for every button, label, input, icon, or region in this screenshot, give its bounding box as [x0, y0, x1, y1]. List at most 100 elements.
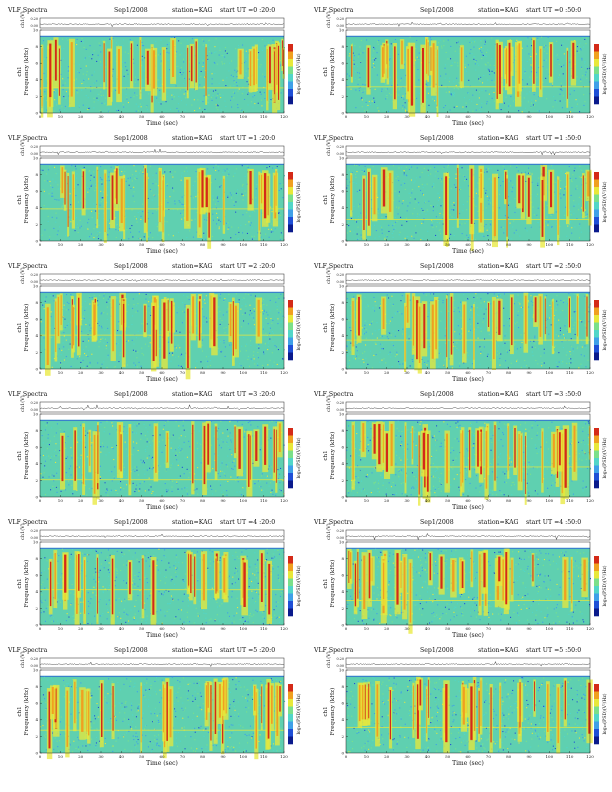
speckle [488, 200, 490, 202]
speckle [572, 328, 574, 330]
speckle [465, 106, 467, 108]
speckle [552, 297, 554, 299]
speckle [360, 212, 362, 214]
speckle [545, 77, 547, 79]
y-tick-label: 4 [341, 205, 344, 210]
speckle [403, 171, 405, 173]
speckle [561, 44, 563, 46]
speckle [256, 362, 258, 364]
speckle [112, 82, 114, 84]
speckle [205, 308, 207, 310]
speckle [460, 188, 462, 190]
speckle [386, 234, 388, 236]
speckle [40, 88, 42, 90]
x-axis-label: Time (sec) [452, 120, 484, 127]
speckle [472, 94, 474, 96]
speckle [433, 293, 435, 295]
speckle [439, 214, 441, 216]
speckle [378, 307, 380, 309]
speckle [479, 346, 481, 348]
speckle [452, 205, 454, 207]
speckle [93, 107, 95, 109]
speckle [180, 67, 182, 69]
speckle [553, 315, 555, 317]
speckle [555, 223, 557, 225]
speckle [152, 183, 154, 185]
speckle [554, 345, 556, 347]
speckle [486, 195, 488, 197]
speckle [180, 100, 182, 102]
speckle [391, 316, 393, 318]
speckle [102, 184, 104, 186]
speckle [382, 348, 384, 350]
x-tick-label: 120 [586, 370, 594, 375]
speckle [487, 79, 489, 81]
speckle [255, 184, 257, 186]
speckle [166, 221, 168, 223]
speckle [54, 91, 56, 93]
speckle [90, 172, 92, 174]
speckle [388, 297, 390, 299]
speckle [62, 89, 64, 91]
speckle [434, 97, 436, 99]
speckle [427, 360, 429, 362]
speckle [375, 343, 377, 345]
speckle [496, 295, 498, 297]
speckle [224, 47, 226, 49]
speckle [557, 304, 559, 306]
speckle [266, 167, 268, 169]
speckle [60, 362, 62, 364]
speckle [215, 104, 217, 106]
speckle [101, 197, 103, 199]
speckle [429, 37, 431, 39]
speckle [589, 64, 591, 66]
speckle [99, 177, 101, 179]
speckle [469, 52, 471, 54]
speckle [531, 201, 533, 203]
speckle [58, 348, 60, 350]
speckle [356, 233, 358, 235]
speckle [569, 351, 571, 353]
speckle [412, 213, 414, 215]
speckle [282, 184, 284, 186]
speckle [349, 230, 351, 232]
speckle [102, 199, 104, 201]
speckle [456, 342, 458, 344]
speckle [379, 329, 381, 331]
speckle [65, 97, 67, 99]
speckle [126, 364, 128, 366]
speckle [263, 350, 265, 352]
x-tick-label: 0 [39, 370, 42, 375]
speckle [53, 91, 55, 93]
speckle [392, 225, 394, 227]
speckle [141, 323, 143, 325]
speckle [100, 190, 102, 192]
speckle [355, 107, 357, 109]
speckle [52, 195, 54, 197]
speckle [220, 109, 222, 111]
speckle [136, 295, 138, 297]
speckle [106, 313, 108, 315]
panel-header: VLF Spectra Sep1/2008 station=KAG start UT … [4, 6, 304, 16]
speckle [365, 320, 367, 322]
speckle [56, 199, 58, 201]
speckle [124, 167, 126, 169]
speckle [217, 109, 219, 111]
speckle [78, 104, 80, 106]
colorbar [594, 44, 599, 105]
burst-core [144, 305, 146, 333]
speckle [555, 101, 557, 103]
speckle [173, 347, 175, 349]
speckle [532, 355, 534, 357]
speckle [63, 359, 65, 361]
speckle [438, 200, 440, 202]
trace-tick-label: 0.20 [30, 17, 38, 21]
speckle [220, 221, 222, 223]
speckle [522, 307, 524, 309]
speckle [101, 96, 103, 98]
speckle [258, 52, 260, 54]
speckle [544, 50, 546, 52]
speckle [530, 64, 532, 66]
speckle [87, 333, 89, 335]
speckle [205, 360, 207, 362]
